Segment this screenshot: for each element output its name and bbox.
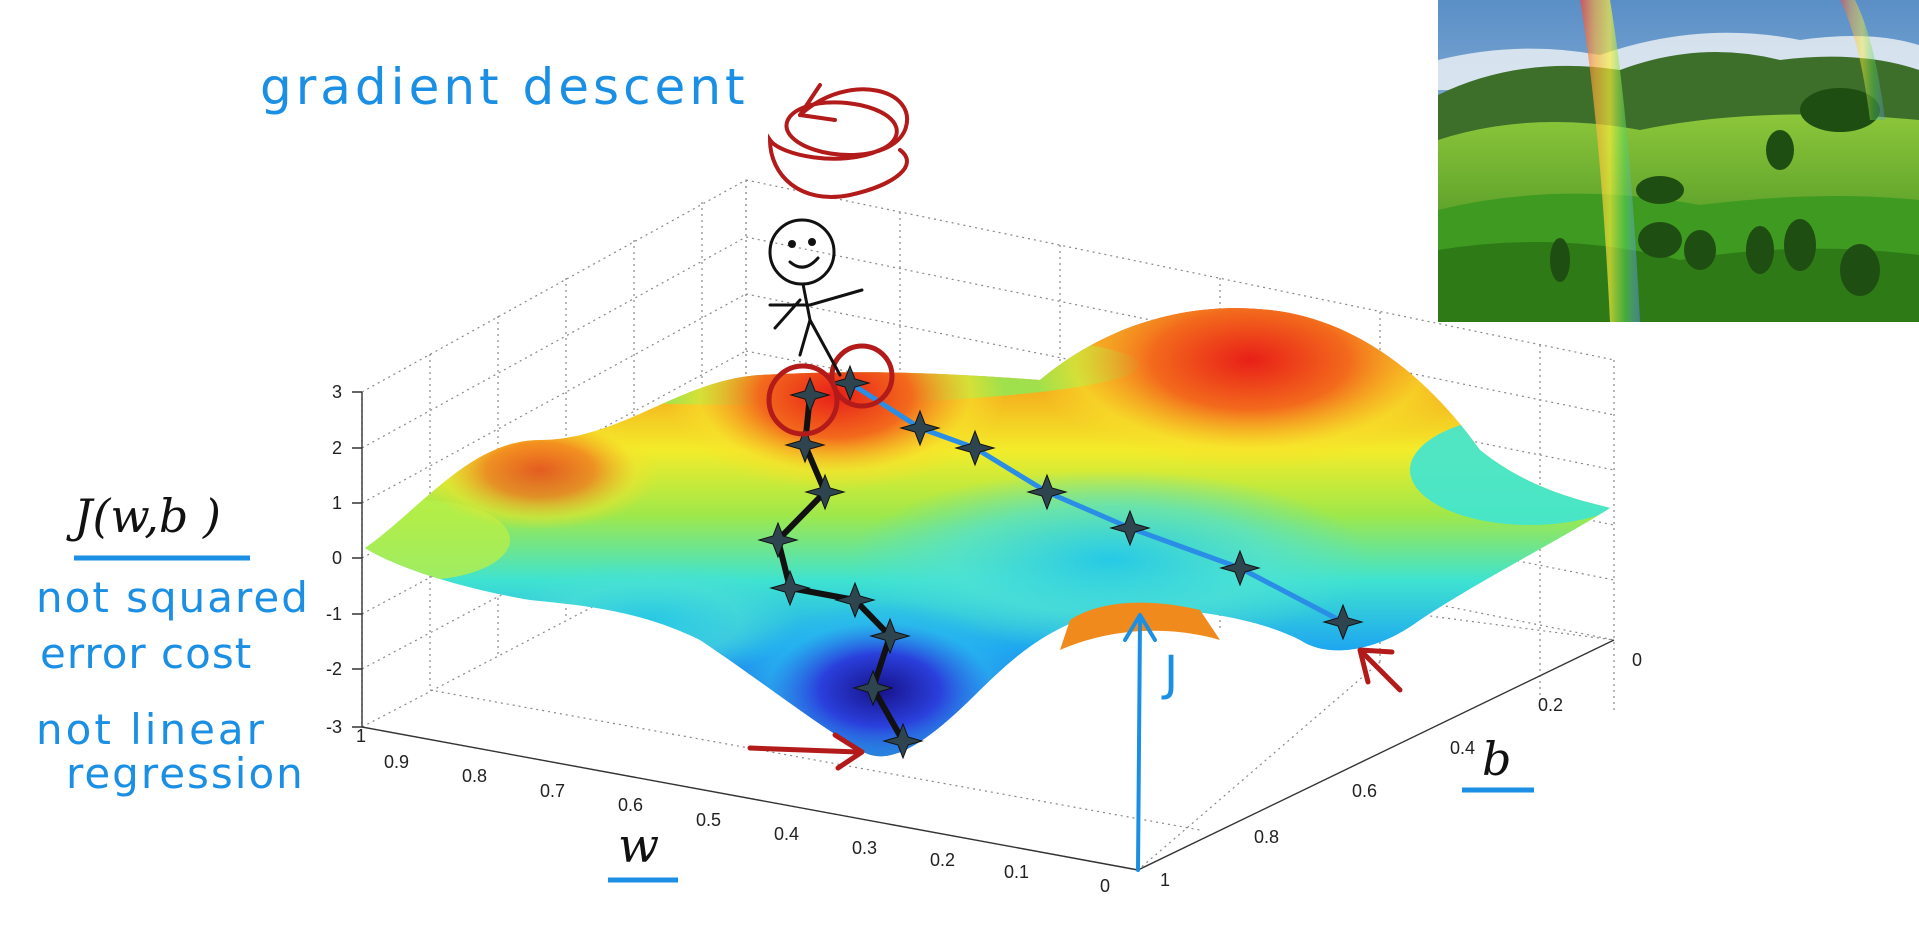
b-tick: 0.8 [1254, 827, 1279, 847]
b-tick: 1 [1160, 870, 1170, 890]
w-tick: 0.6 [618, 795, 643, 815]
z-tick: 1 [332, 493, 342, 513]
note-error-cost: error cost [40, 629, 252, 678]
step-marker [834, 581, 876, 619]
b-axis-label: b [1462, 732, 1534, 793]
step-marker [869, 617, 911, 655]
note-regression: regression [66, 749, 305, 798]
step-marker [1219, 549, 1261, 587]
z-tick: -2 [326, 659, 342, 679]
title-annotation: gradient descent [260, 58, 749, 116]
w-tick: 0.7 [540, 781, 565, 801]
w-tick: 0.1 [1004, 862, 1029, 882]
stick-figure [768, 218, 864, 377]
step-marker [829, 364, 871, 402]
red-arrow-corner [1357, 647, 1403, 693]
step-marker [784, 426, 826, 464]
z-tick: 0 [332, 548, 342, 568]
cost-function-text: J(w,b ) [66, 489, 221, 543]
w-tick: 0 [1100, 876, 1110, 896]
red-arrow-valley [747, 732, 865, 771]
w-tick: 0.8 [462, 766, 487, 786]
w-tick: 0.3 [852, 838, 877, 858]
step-marker [954, 429, 996, 467]
b-tick: 0.6 [1352, 781, 1377, 801]
note-not-linear: not linear [36, 705, 267, 754]
z-axis-ticks: 3 2 1 0 -1 -2 -3 [326, 382, 342, 737]
step-marker [882, 722, 924, 760]
step-markers [757, 364, 1364, 760]
w-axis-label: w [608, 818, 678, 883]
step-marker [769, 569, 811, 607]
start-circle-left [766, 363, 840, 437]
start-circle-right [829, 343, 895, 409]
w-tick: 0.5 [696, 810, 721, 830]
note-not-squared: not squared [36, 573, 310, 622]
cost-surface [365, 308, 1610, 757]
step-marker [899, 409, 941, 447]
cost-function-label: J(w,b ) [66, 489, 250, 561]
w-tick: 0.4 [774, 824, 799, 844]
step-marker [757, 521, 799, 559]
w-axis-ticks: 1 0.9 0.8 0.7 0.6 0.5 0.4 0.3 0.2 0.1 0 [356, 726, 1110, 896]
j-arrow [1123, 613, 1157, 872]
step-marker [789, 376, 831, 414]
landscape-photo [1438, 0, 1919, 322]
z-tick: 2 [332, 438, 342, 458]
step-marker [1026, 473, 1068, 511]
w-tick: 1 [356, 726, 366, 746]
b-tick: 0 [1632, 650, 1642, 670]
b-axis-label-text: b [1482, 732, 1511, 786]
step-marker [804, 473, 846, 511]
w-tick: 0.2 [930, 850, 955, 870]
b-tick: 0.4 [1450, 738, 1475, 758]
plot-axes [352, 391, 1615, 871]
w-axis-label-text: w [618, 818, 659, 874]
start-circles [766, 343, 895, 437]
step-marker [1109, 509, 1151, 547]
b-axis-ticks: 0 0.2 0.4 0.6 0.8 1 [1160, 650, 1642, 890]
red-arrows [747, 647, 1403, 771]
z-tick: -3 [326, 717, 342, 737]
j-arrow-label: J [1161, 646, 1178, 702]
z-tick: -1 [326, 604, 342, 624]
step-marker [1322, 603, 1364, 641]
w-tick: 0.9 [384, 752, 409, 772]
b-tick: 0.2 [1538, 695, 1563, 715]
step-marker [852, 669, 894, 707]
z-tick: 3 [332, 382, 342, 402]
dizzy-swirl [767, 83, 909, 199]
